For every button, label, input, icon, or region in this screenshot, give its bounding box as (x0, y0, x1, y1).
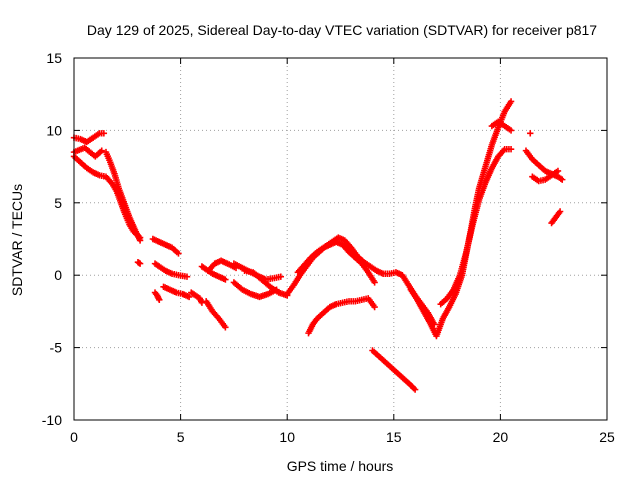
series-arc-7 (151, 260, 191, 280)
series-arc-5 (134, 258, 144, 267)
data-point (183, 273, 191, 280)
series-arc-25 (529, 167, 562, 185)
data-point (136, 260, 144, 267)
series-arc-17 (284, 234, 438, 328)
data-point (507, 127, 515, 134)
series-arc-12 (202, 298, 229, 331)
data-point (554, 167, 562, 175)
series-arc-21 (407, 98, 515, 340)
x-tick-label: 20 (493, 429, 509, 445)
data-point (277, 273, 285, 280)
data-point (371, 279, 378, 286)
y-tick-label: 10 (46, 122, 62, 138)
data-point (136, 237, 144, 244)
data-point (222, 324, 229, 331)
y-tick-label: 5 (54, 195, 62, 211)
series-arc-24 (522, 147, 566, 183)
data-point (507, 146, 515, 153)
series-arc-15 (230, 279, 280, 301)
data-points (70, 98, 566, 393)
x-axis-title: GPS time / hours (287, 458, 394, 474)
y-tick-label: 0 (54, 267, 62, 283)
x-tick-label: 0 (70, 429, 78, 445)
x-tick-label: 25 (599, 429, 615, 445)
series-arc-9 (160, 283, 193, 301)
data-point (527, 130, 534, 137)
data-point (371, 303, 378, 311)
x-tick-label: 15 (386, 429, 402, 445)
data-point (100, 130, 108, 137)
data-point (556, 208, 564, 215)
y-axis-title: SDTVAR / TECUs (9, 184, 25, 296)
series-arc-19 (305, 295, 378, 337)
series-arc-3 (102, 148, 144, 244)
data-point (175, 250, 182, 257)
series-arc-8 (151, 289, 163, 304)
y-tick-label: -5 (50, 340, 63, 356)
axis-ticks: 0 5 10 15 20 25 -10 -5 0 5 10 15 (42, 50, 615, 445)
series-arc-18 (294, 238, 378, 286)
data-point (411, 386, 419, 393)
series-arc-1 (70, 130, 108, 146)
series-arc-20 (369, 347, 419, 393)
series-arc-22 (437, 146, 515, 308)
series-arc-4 (70, 144, 105, 160)
data-point (559, 176, 566, 183)
series-arc-27 (527, 130, 534, 137)
plot-frame (73, 57, 608, 421)
data-point (507, 98, 515, 105)
series-arc-23 (488, 118, 515, 134)
x-tick-label: 5 (177, 429, 185, 445)
series-arc-16 (241, 267, 291, 299)
chart-title: Day 129 of 2025, Sidereal Day-to-day VTE… (87, 22, 597, 38)
data-point (156, 296, 163, 304)
y-tick-label: 15 (46, 50, 62, 66)
series-arc-26 (548, 208, 564, 227)
data-point (185, 293, 193, 301)
series-arc-6 (149, 235, 182, 257)
y-tick-label: -10 (42, 412, 62, 428)
data-point (222, 276, 229, 283)
data-point (98, 147, 105, 154)
series-arc-10 (188, 289, 206, 306)
series-arc-14 (230, 260, 285, 283)
x-tick-label: 10 (279, 429, 295, 445)
series-arc-13 (205, 257, 240, 275)
